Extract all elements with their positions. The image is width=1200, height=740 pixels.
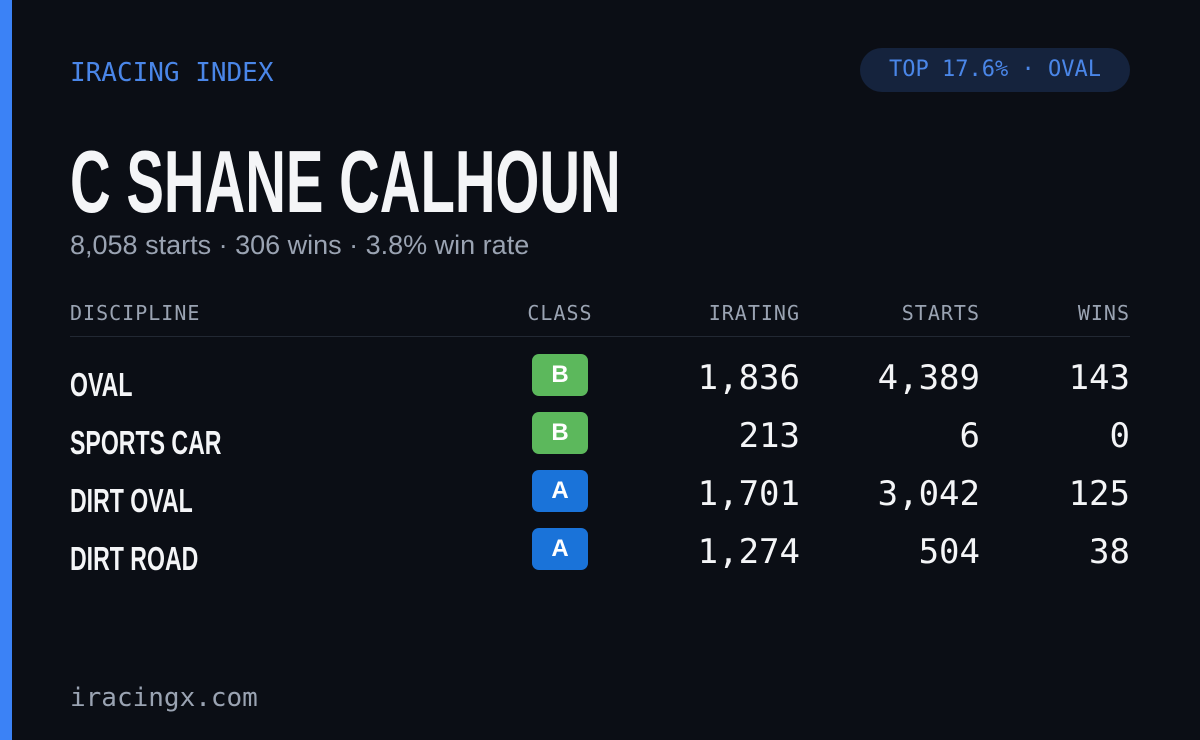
irating: 1,274 <box>697 532 800 572</box>
class-badge: A <box>532 528 588 570</box>
accent-bar <box>0 0 12 740</box>
irating: 1,701 <box>697 474 800 514</box>
driver-name: C SHANE CALHOUN <box>70 132 621 231</box>
discipline: DIRT OVAL <box>70 482 193 519</box>
brand: IRACING INDEX <box>70 58 274 88</box>
class-badge: B <box>532 354 588 396</box>
column-header: CLASS <box>527 301 593 325</box>
column-header: STARTS <box>901 301 980 325</box>
summary: 8,058 starts · 306 wins · 3.8% win rate <box>70 230 530 260</box>
discipline: OVAL <box>70 366 133 403</box>
class-badge: A <box>532 470 588 512</box>
discipline: DIRT ROAD <box>70 540 199 577</box>
column-header: WINS <box>1077 301 1130 325</box>
divider <box>70 336 1130 337</box>
irating: 1,836 <box>697 358 800 398</box>
footer-url: iracingx.com <box>70 683 258 713</box>
irating: 213 <box>738 416 800 456</box>
wins: 0 <box>1109 416 1130 456</box>
column-header: IRATING <box>708 301 800 325</box>
starts: 504 <box>918 532 980 572</box>
discipline: SPORTS CAR <box>70 424 222 461</box>
starts: 3,042 <box>877 474 980 514</box>
column-header: DISCIPLINE <box>70 301 201 325</box>
rank-badge: TOP 17.6% · OVAL <box>860 48 1130 92</box>
starts: 6 <box>959 416 980 456</box>
wins: 143 <box>1068 358 1130 398</box>
wins: 125 <box>1068 474 1130 514</box>
class-badge: B <box>532 412 588 454</box>
starts: 4,389 <box>877 358 980 398</box>
wins: 38 <box>1089 532 1130 572</box>
